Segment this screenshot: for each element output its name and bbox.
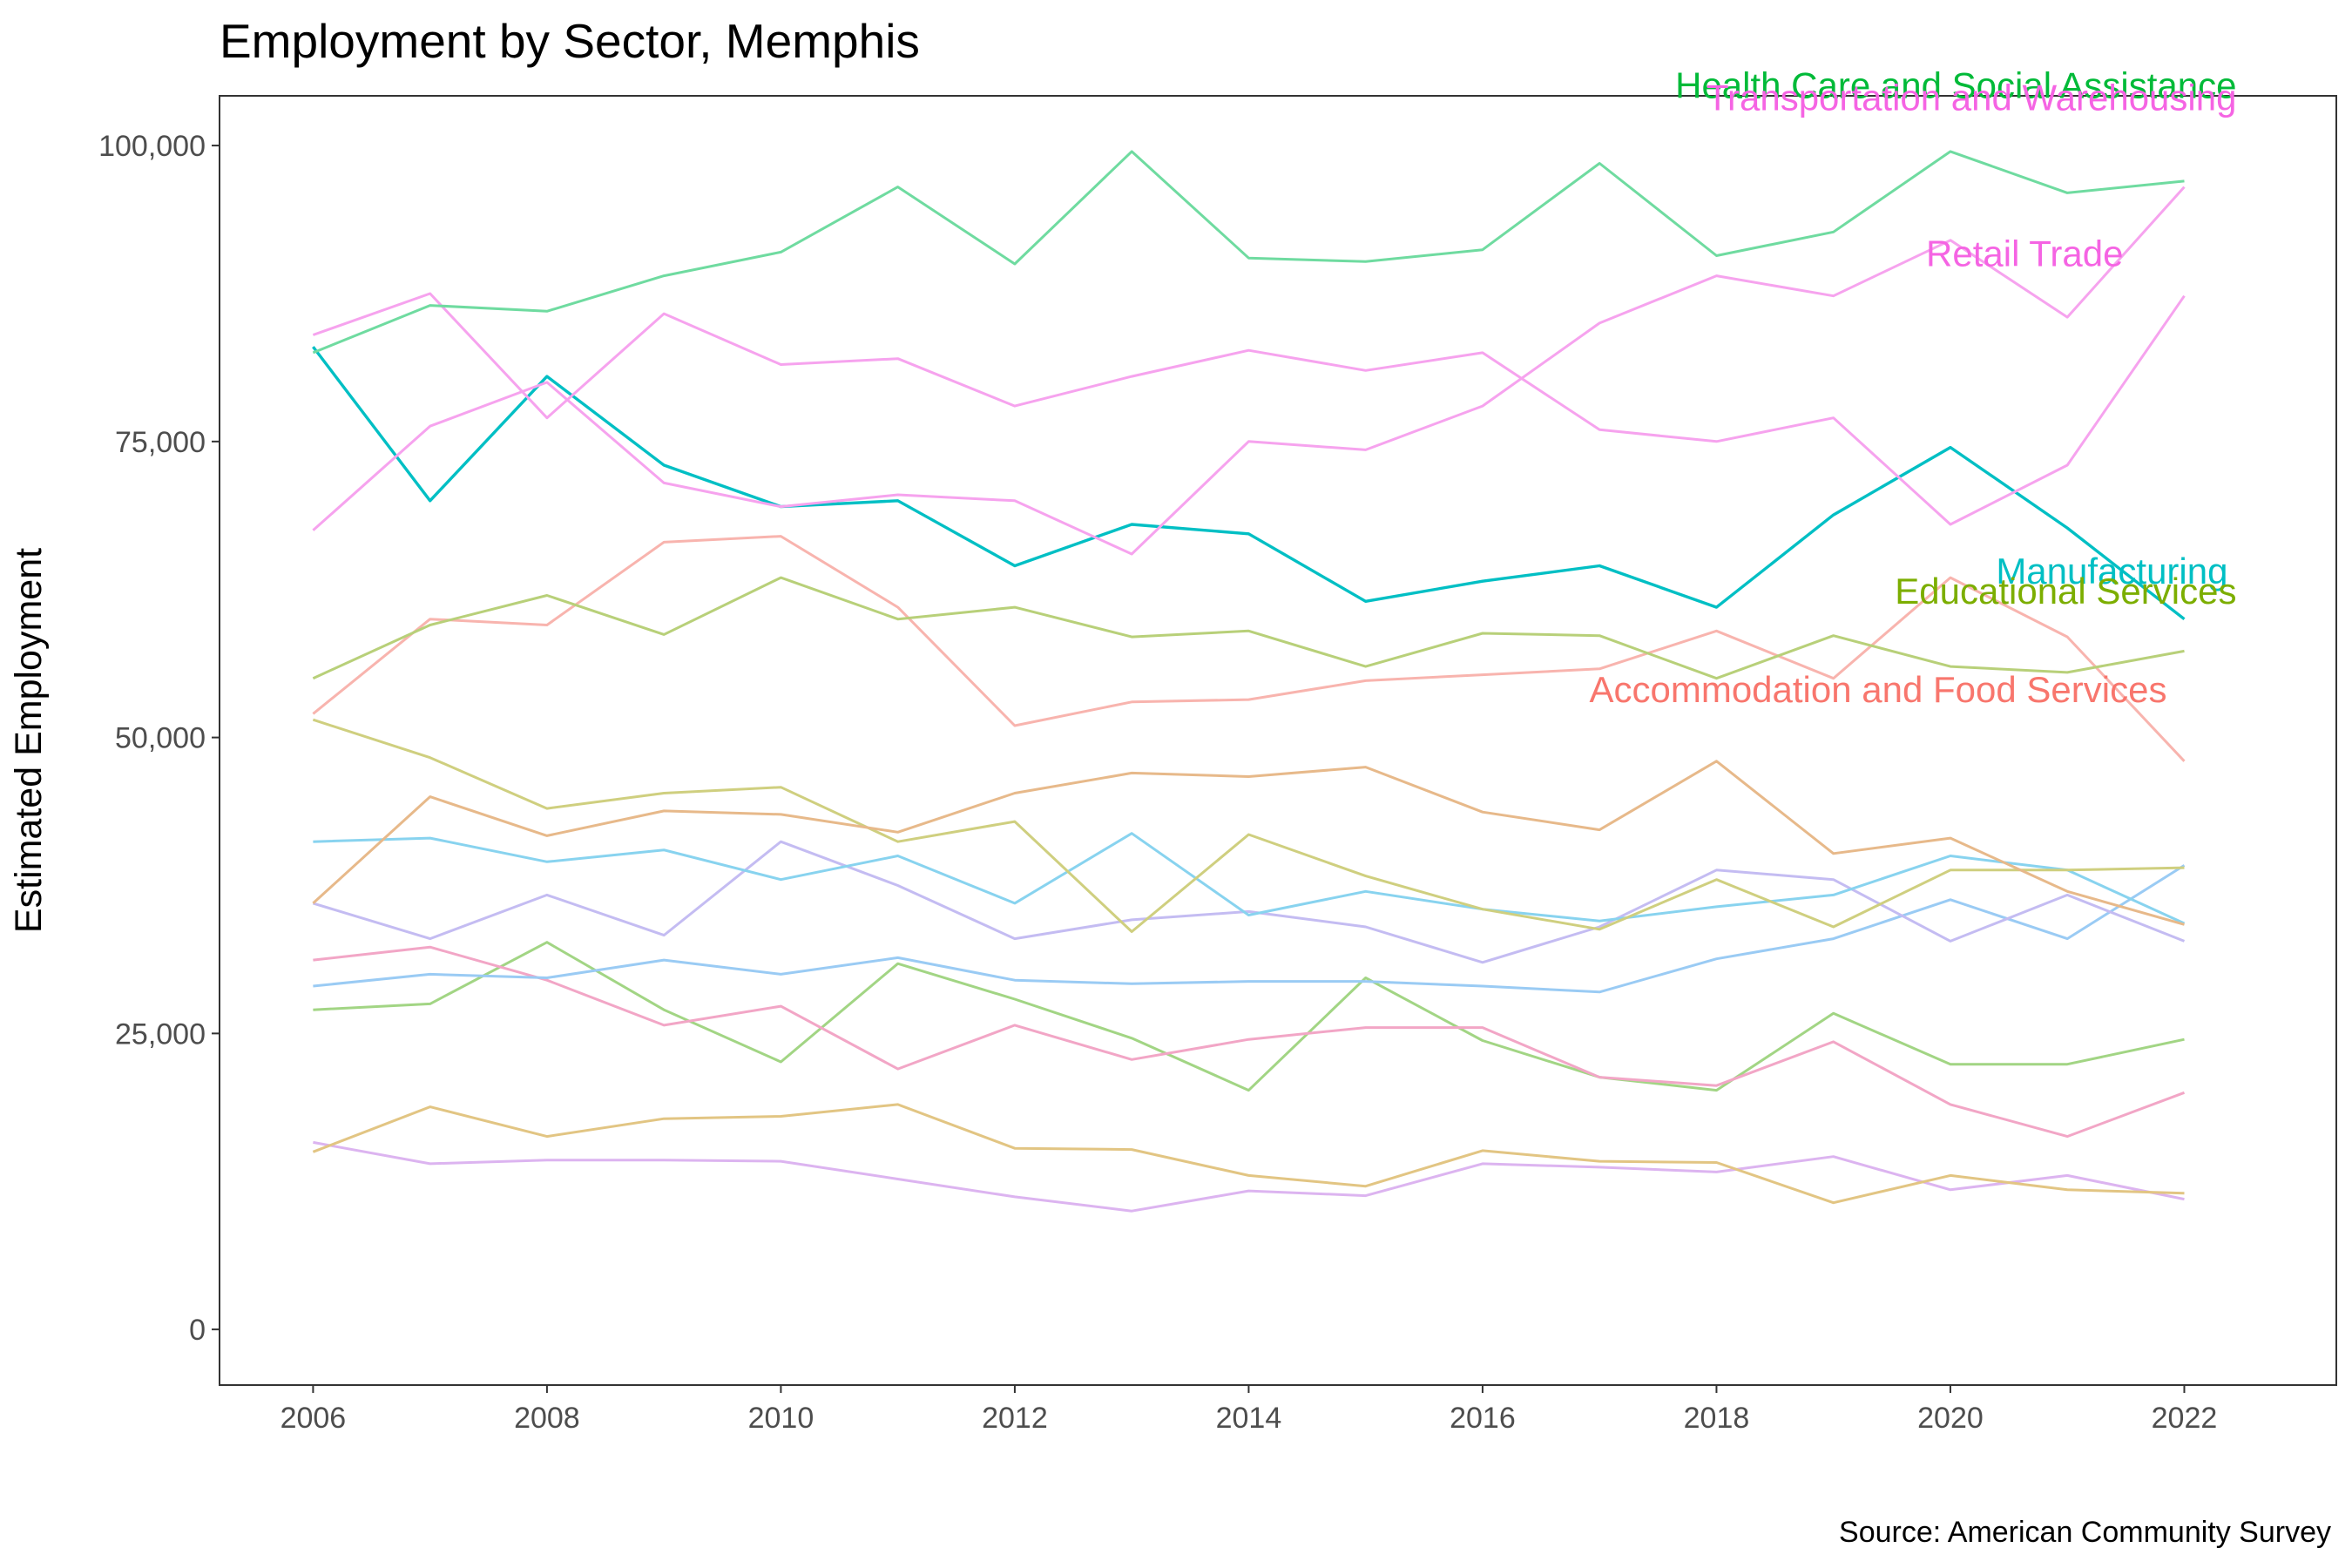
series-line-unlabeled-12 — [313, 941, 2185, 1092]
source-caption: Source: American Community Survey — [1839, 1516, 2331, 1549]
series-line-transportation-and-warehousing — [312, 186, 2186, 556]
plot-panel — [219, 95, 2337, 1386]
y-tick-label: 0 — [189, 1314, 206, 1347]
series-label-retail-trade: Retail Trade — [1926, 233, 2123, 274]
series-line-unlabeled-11 — [313, 945, 2186, 1139]
series-label-health-care-and-social-assistance: Health Care and Social Assistance — [1675, 65, 2236, 106]
series-label-manufacturing: Manufacturing — [1996, 551, 2227, 591]
series-label-educational-services: Educational Services — [1895, 571, 2236, 612]
x-tick-label: 2014 — [1216, 1402, 1282, 1435]
y-tick-label: 50,000 — [115, 722, 206, 755]
x-tick-label: 2020 — [1917, 1402, 1984, 1435]
x-tick-label: 2010 — [748, 1402, 814, 1435]
x-tick-label: 2018 — [1684, 1402, 1750, 1435]
series-line-unlabeled-9 — [312, 840, 2186, 964]
series-labels: Health Care and Social AssistanceTranspo… — [1589, 65, 2236, 710]
x-tick-label: 2016 — [1450, 1402, 1516, 1435]
series-line-health-care-and-social-assistance — [312, 150, 2185, 355]
series-label-transportation-and-warehousing: Transportation and Warehousing — [1707, 77, 2237, 118]
x-tick-label: 2022 — [2152, 1402, 2218, 1435]
y-axis-title: Estimated Employment — [8, 548, 50, 933]
y-tick-label: 75,000 — [115, 426, 206, 459]
y-tick-label: 100,000 — [98, 130, 206, 163]
x-axis: 2006 2008 2010 2012 2014 2016 2018 2020 2022 — [280, 1385, 2218, 1435]
x-tick-label: 2006 — [280, 1402, 347, 1435]
series-line-unlabeled-6 — [312, 760, 2185, 926]
series-line-retail-trade — [312, 292, 2186, 526]
series-line-unlabeled-14 — [313, 1140, 2185, 1213]
x-tick-label: 2008 — [514, 1402, 580, 1435]
y-axis: 0 25,000 50,000 75,000 100,000 — [98, 130, 220, 1347]
series-line-unlabeled-8 — [313, 832, 2186, 925]
series-line-unlabeled-10 — [313, 864, 2186, 994]
series-lines — [312, 150, 2186, 1213]
series-label-accommodation-and-food-services: Accommodation and Food Services — [1589, 669, 2166, 710]
chart-title: Employment by Sector, Memphis — [220, 14, 920, 68]
y-tick-label: 25,000 — [115, 1017, 206, 1051]
series-line-manufacturing — [312, 346, 2186, 621]
series-line-unlabeled-13 — [312, 1103, 2185, 1205]
series-line-educational-services — [312, 576, 2185, 680]
x-tick-label: 2012 — [982, 1402, 1048, 1435]
series-line-unlabeled-7 — [312, 718, 2185, 933]
